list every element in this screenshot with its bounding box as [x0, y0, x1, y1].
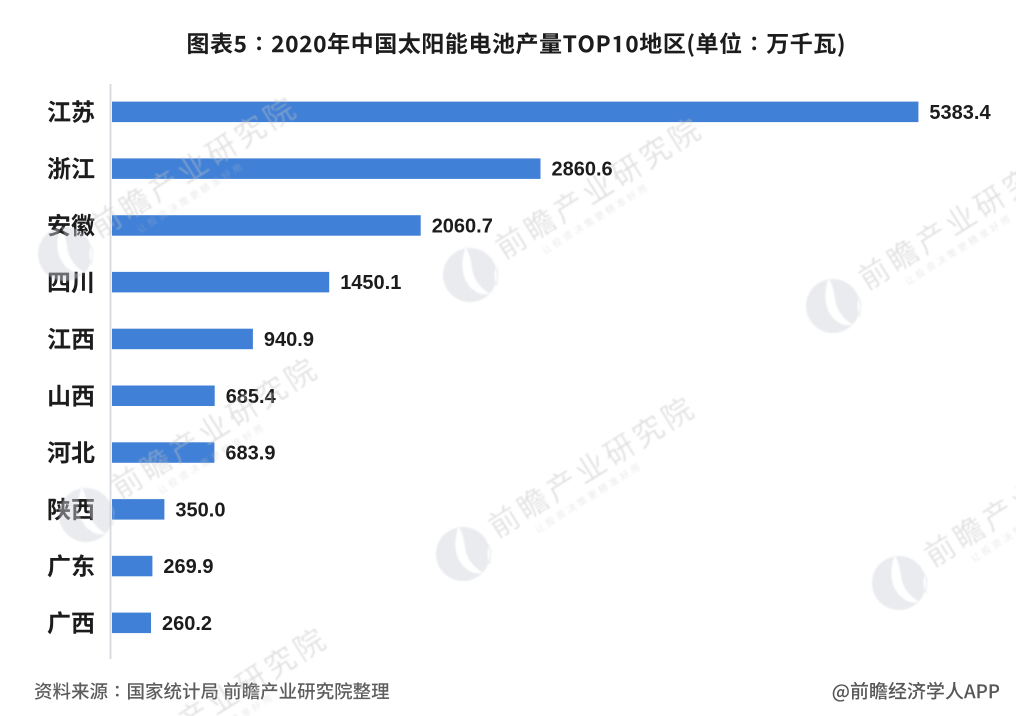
svg-text:269.9: 269.9 — [163, 556, 213, 578]
svg-text:260.2: 260.2 — [162, 613, 212, 635]
svg-text:1450.1: 1450.1 — [340, 272, 401, 294]
svg-text:683.9: 683.9 — [225, 443, 275, 465]
svg-text:5383.4: 5383.4 — [929, 102, 991, 124]
svg-text:940.9: 940.9 — [264, 329, 314, 351]
svg-text:350.0: 350.0 — [175, 499, 225, 521]
svg-text:2860.6: 2860.6 — [552, 159, 613, 181]
svg-text:2060.7: 2060.7 — [432, 215, 493, 237]
